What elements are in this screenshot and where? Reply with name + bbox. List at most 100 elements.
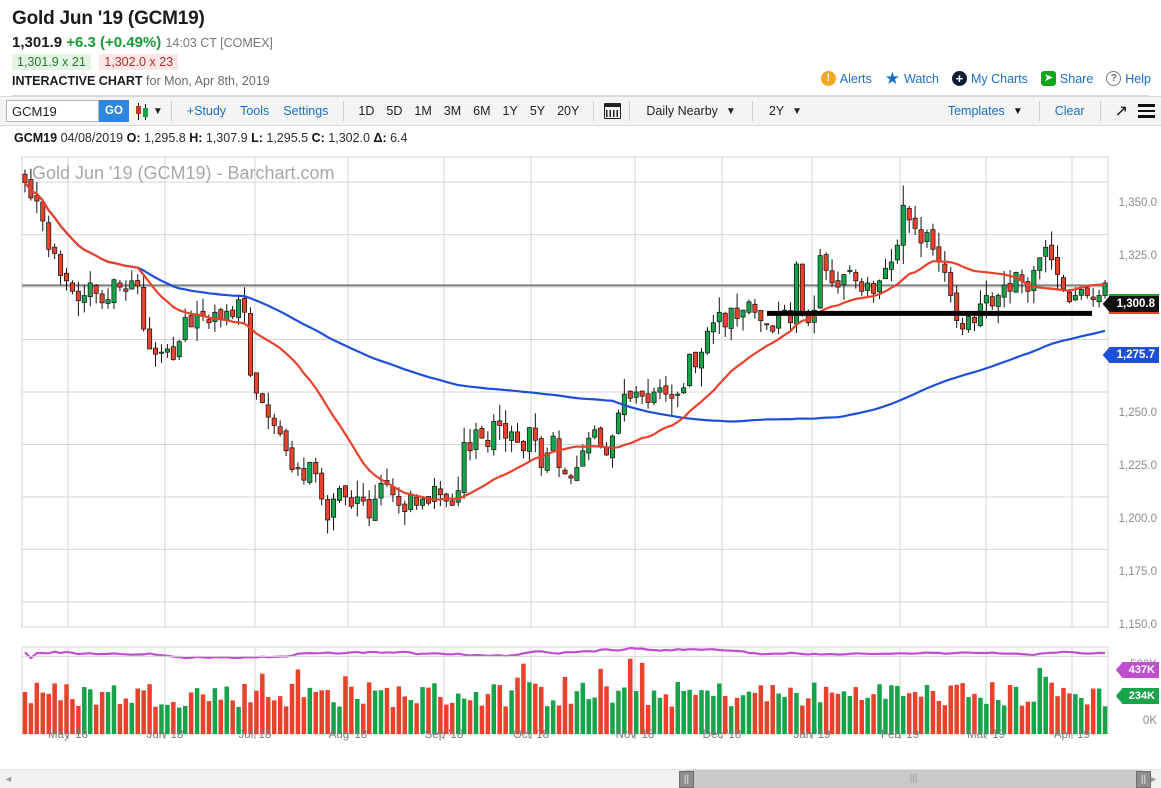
candlestick-icon[interactable] xyxy=(135,102,148,120)
x-tick-apr19: Apr '19 xyxy=(1053,729,1091,741)
scroll-left-arrow-icon[interactable]: ◄ xyxy=(4,774,13,784)
chart-toolbar: GO ▼ +Study Tools Settings 1D 5D 1M 3M 6… xyxy=(0,96,1161,126)
chart-scrollbar[interactable]: ◄ ||| || || ► xyxy=(0,769,1161,788)
x-tick-may18: May '18 xyxy=(48,729,88,741)
interactive-chart-label: INTERACTIVE CHART xyxy=(12,74,143,88)
y-tick-1150: 1,150.0 xyxy=(1118,619,1157,631)
bid-ask-row: 1,301.9 x 21 1,302.0 x 23 xyxy=(12,54,1149,70)
help-button[interactable]: ? Help xyxy=(1106,71,1151,86)
last-price-badge: 1,300.8 xyxy=(1108,294,1159,314)
scrollbar-thumb[interactable]: ||| xyxy=(685,770,1142,788)
price-change: +6.3 (+0.49%) xyxy=(66,34,162,51)
chevron-down-icon-2: ▼ xyxy=(792,105,803,117)
chevron-down-icon-3: ▼ xyxy=(1012,105,1023,117)
chart-type-chevron-down-icon[interactable]: ▼ xyxy=(152,105,163,117)
range-6m[interactable]: 6M xyxy=(473,104,491,118)
help-icon: ? xyxy=(1106,71,1122,86)
watch-label: Watch xyxy=(904,71,939,86)
calendar-icon[interactable] xyxy=(604,103,622,119)
y-tick-1225: 1,225.0 xyxy=(1118,460,1157,472)
bid-quote: 1,301.9 x 21 xyxy=(12,54,91,70)
ohlc-symbol: GCM19 xyxy=(14,131,58,145)
interval-dropdown[interactable]: Daily Nearby ▼ xyxy=(638,104,743,118)
hamburger-menu-icon[interactable] xyxy=(1138,104,1155,118)
share-icon: ➤ xyxy=(1040,71,1056,86)
ohlc-low: 1,295.5 xyxy=(266,131,309,145)
range-1d[interactable]: 1D xyxy=(358,104,375,118)
period-dropdown[interactable]: 2Y ▼ xyxy=(761,104,810,118)
header-divider xyxy=(12,95,1149,96)
clear-button[interactable]: Clear xyxy=(1054,104,1085,118)
price-chart-svg[interactable] xyxy=(0,149,1161,775)
last-price: 1,301.9 xyxy=(12,34,63,51)
toolbar-divider-5 xyxy=(751,101,753,121)
toolbar-divider-4 xyxy=(629,101,631,121)
alerts-button[interactable]: ! Alerts xyxy=(820,71,872,86)
toolbar-divider-2 xyxy=(343,101,345,121)
range-3m[interactable]: 3M xyxy=(443,104,462,118)
ohlc-date: 04/08/2019 xyxy=(60,131,124,145)
y-tick-1350: 1,350.0 xyxy=(1118,197,1157,209)
page-title: Gold Jun '19 (GCM19) xyxy=(12,8,205,29)
scrollbar-right-handle[interactable]: || xyxy=(1136,771,1151,788)
ohlc-close-label: C: xyxy=(311,131,325,145)
period-label: 2Y xyxy=(768,104,785,118)
ask-quote: 1,302.0 x 23 xyxy=(99,54,179,70)
ma-price-badge: 1,275.7 xyxy=(1108,347,1159,363)
templates-label: Templates xyxy=(947,104,1005,118)
x-tick-aug18: Aug '18 xyxy=(328,729,368,741)
y-tick-1200: 1,200.0 xyxy=(1118,513,1157,525)
ohlc-open-label: O: xyxy=(126,131,141,145)
quote-header: Gold Jun '19 (GCM19) 1,301.9 +6.3 (+0.49… xyxy=(0,0,1161,96)
y-tick-1175: 1,175.0 xyxy=(1118,566,1157,578)
share-label: Share xyxy=(1059,71,1094,86)
x-tick-jun18: Jun '18 xyxy=(146,729,184,741)
ohlc-high: 1,307.9 xyxy=(205,131,248,145)
tools-button[interactable]: Tools xyxy=(240,104,270,118)
expand-arrow-icon[interactable]: ↗ xyxy=(1114,103,1128,120)
add-study-button[interactable]: +Study xyxy=(186,104,227,118)
toolbar-divider-7 xyxy=(1099,101,1101,121)
watch-button[interactable]: ★ Watch xyxy=(885,70,939,87)
range-1y[interactable]: 1Y xyxy=(502,104,518,118)
symbol-input[interactable] xyxy=(6,100,99,122)
help-label: Help xyxy=(1125,71,1151,86)
scrollbar-left-handle[interactable]: || xyxy=(679,771,694,788)
ohlc-high-label: H: xyxy=(189,131,203,145)
alert-icon: ! xyxy=(820,71,836,86)
scrollbar-grip-dots: ||| xyxy=(909,773,918,784)
ohlc-readout: GCM19 04/08/2019 O: 1,295.8 H: 1,307.9 L… xyxy=(0,126,1161,149)
interactive-chart-line: INTERACTIVE CHART for Mon, Apr 8th, 2019 xyxy=(12,74,1149,88)
header-actions: ! Alerts ★ Watch + My Charts ➤ Share ? H… xyxy=(820,70,1151,87)
ohlc-low-label: L: xyxy=(251,131,263,145)
quote-line: 1,301.9 +6.3 (+0.49%) 14:03 CT [COMEX] xyxy=(12,34,1149,51)
templates-dropdown[interactable]: Templates ▼ xyxy=(940,104,1031,118)
alerts-label: Alerts xyxy=(839,71,872,86)
star-icon: ★ xyxy=(884,69,900,88)
x-tick-feb19: Feb '19 xyxy=(881,729,919,741)
x-tick-mar19: Mar '19 xyxy=(967,729,1005,741)
x-tick-jul18: Jul '18 xyxy=(238,729,272,741)
x-tick-oct18: Oct '18 xyxy=(512,729,550,741)
ohlc-open: 1,295.8 xyxy=(143,131,186,145)
settings-button[interactable]: Settings xyxy=(283,104,329,118)
my-charts-button[interactable]: + My Charts xyxy=(951,71,1028,86)
range-5d[interactable]: 5D xyxy=(386,104,403,118)
go-button[interactable]: GO xyxy=(99,100,129,122)
interval-label: Daily Nearby xyxy=(646,104,718,118)
toolbar-divider xyxy=(170,101,172,121)
toolbar-divider-6 xyxy=(1038,101,1040,121)
toolbar-right-group: Templates ▼ Clear ↗ xyxy=(940,101,1155,121)
share-button[interactable]: ➤ Share xyxy=(1040,71,1094,86)
chart-area[interactable]: Gold Jun '19 (GCM19) - Barchart.com 1,35… xyxy=(0,149,1161,775)
x-tick-dec18: Dec '18 xyxy=(702,729,742,741)
volume-ma-badge: 437K xyxy=(1121,662,1159,678)
range-5y[interactable]: 5Y xyxy=(529,104,546,118)
range-1m[interactable]: 1M xyxy=(414,104,432,118)
volume-last-badge: 234K xyxy=(1121,688,1159,704)
scroll-right-arrow-icon[interactable]: ► xyxy=(1149,774,1158,784)
ohlc-close: 1,302.0 xyxy=(328,131,370,145)
range-20y[interactable]: 20Y xyxy=(557,104,580,118)
ohlc-delta: 6.4 xyxy=(390,131,408,145)
quote-timestamp: 14:03 CT [COMEX] xyxy=(165,36,273,50)
